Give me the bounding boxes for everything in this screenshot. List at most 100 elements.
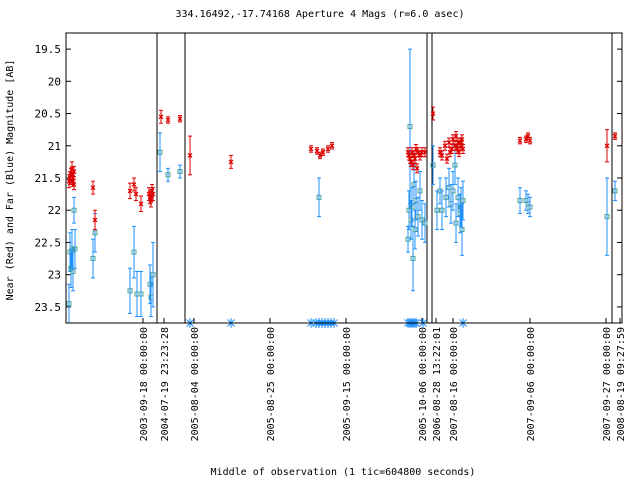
far-point xyxy=(90,238,96,279)
y-tick-label: 22 xyxy=(48,204,61,217)
plot-frame xyxy=(65,32,623,324)
far-point xyxy=(415,196,421,237)
far-point xyxy=(460,180,466,221)
near-marker xyxy=(527,138,533,144)
far-point xyxy=(612,180,618,202)
near-point xyxy=(133,187,139,202)
near-marker xyxy=(456,149,462,155)
near-marker xyxy=(325,146,331,152)
far-point xyxy=(138,270,144,318)
far-marker xyxy=(409,204,415,210)
far-marker xyxy=(71,207,77,213)
near-point xyxy=(325,145,331,153)
near-point xyxy=(612,132,618,140)
near-point xyxy=(459,134,465,145)
y-tick-label: 22.5 xyxy=(35,236,62,249)
far-point xyxy=(157,132,163,173)
x-tick-label: 2005-10-06 00:00:00 xyxy=(418,327,429,441)
near-marker xyxy=(430,111,436,116)
near-marker xyxy=(453,133,459,139)
x-tick-label: 2006-08-28 13:22:01 xyxy=(432,327,443,441)
far-marker xyxy=(417,188,423,194)
y-tick-label: 23.5 xyxy=(35,301,62,314)
x-tick-label: 2007-08-16 00:00:00 xyxy=(449,327,460,441)
near-marker xyxy=(90,185,96,191)
far-point xyxy=(455,177,461,218)
far-point xyxy=(446,167,452,208)
far-marker xyxy=(527,204,533,210)
near-point xyxy=(165,116,171,124)
near-point xyxy=(444,153,450,164)
near-point xyxy=(158,109,164,124)
far-marker xyxy=(92,230,98,236)
far-marker xyxy=(434,207,440,213)
near-marker xyxy=(127,188,133,194)
far-point xyxy=(72,229,78,269)
far-marker xyxy=(69,246,75,252)
near-point xyxy=(430,106,436,121)
near-marker xyxy=(442,143,448,149)
near-marker xyxy=(517,138,523,144)
far-point xyxy=(71,196,77,224)
near-point xyxy=(127,182,133,200)
far-marker xyxy=(138,291,144,297)
near-marker xyxy=(158,114,164,120)
near-point xyxy=(320,148,326,156)
near-point xyxy=(460,143,466,155)
far-marker xyxy=(408,217,414,223)
near-point xyxy=(92,209,98,231)
far-marker xyxy=(443,194,449,200)
near-point xyxy=(517,136,523,145)
far-point xyxy=(316,177,322,218)
far-marker xyxy=(90,256,96,262)
segment-break-lines xyxy=(156,33,613,323)
far-marker xyxy=(517,198,523,204)
far-marker xyxy=(612,188,618,194)
near-point xyxy=(442,140,448,151)
near-marker xyxy=(604,143,610,149)
near-point xyxy=(329,142,335,150)
near-marker xyxy=(329,143,335,149)
near-marker xyxy=(460,146,466,152)
far-marker xyxy=(150,272,156,278)
y-tick-label: 19.5 xyxy=(35,43,62,56)
far-marker xyxy=(604,214,610,220)
far-point xyxy=(439,190,445,231)
far-point xyxy=(452,145,458,185)
far-point xyxy=(127,267,133,314)
far-marker xyxy=(66,301,72,307)
near-marker xyxy=(138,201,144,207)
near-point xyxy=(138,195,144,213)
far-marker xyxy=(316,194,322,200)
near-point xyxy=(446,137,452,148)
near-point xyxy=(453,131,459,142)
data-marks xyxy=(66,48,618,328)
near-point xyxy=(150,187,156,202)
y-tick-label: 20.5 xyxy=(35,108,62,121)
far-marker xyxy=(450,188,456,194)
near-marker xyxy=(165,117,171,123)
near-marker xyxy=(150,191,156,197)
near-point xyxy=(131,177,137,192)
far-point xyxy=(443,177,449,218)
near-point xyxy=(439,150,445,161)
far-point xyxy=(70,251,76,292)
far-point xyxy=(408,200,414,240)
far-marker xyxy=(127,288,133,294)
x-tick-label: 2004-07-19 23:23:28 xyxy=(160,327,171,441)
far-point xyxy=(411,164,417,205)
far-point xyxy=(604,177,610,256)
far-marker xyxy=(439,207,445,213)
near-marker xyxy=(459,136,465,142)
far-point xyxy=(417,171,423,211)
far-marker xyxy=(412,227,418,233)
x-tick-label: 2003-09-18 00:00:00 xyxy=(139,327,150,441)
far-marker xyxy=(165,172,171,178)
far-point xyxy=(69,229,75,269)
x-tick-label: 2007-09-27 00:00:00 xyxy=(602,327,613,441)
far-point xyxy=(430,145,436,185)
y-tick-label: 23 xyxy=(48,269,61,282)
near-point xyxy=(527,136,533,145)
near-marker xyxy=(446,140,452,145)
